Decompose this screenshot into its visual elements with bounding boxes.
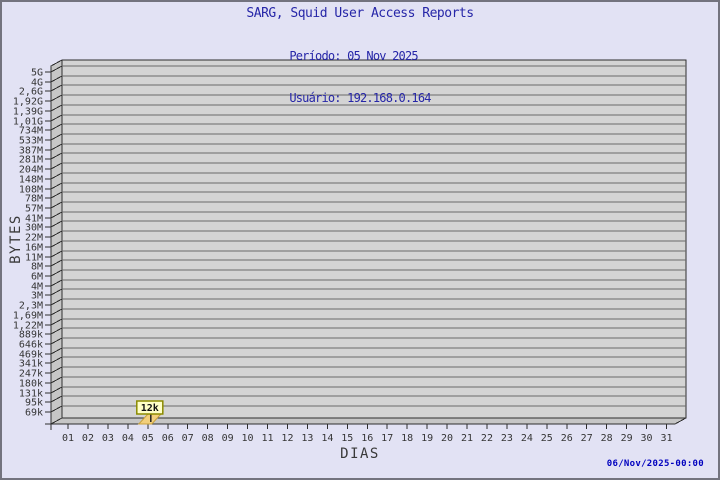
chart-subtitle-user: Usuário: 192.168.0.164 — [289, 91, 431, 105]
data-point-marker: 12k — [136, 400, 164, 425]
y-tick-label: 889k — [19, 330, 43, 341]
y-tick-label: 78M — [25, 194, 43, 205]
y-tick-label: 180k — [19, 379, 43, 390]
y-tick-label: 533M — [19, 136, 43, 147]
y-tick-label: 30M — [25, 223, 43, 234]
y-tick-label: 3M — [31, 291, 43, 302]
y-tick-label: 281M — [19, 155, 43, 166]
x-tick-label: 19 — [421, 433, 433, 444]
x-tick-label: 01 — [62, 433, 74, 444]
x-tick-label: 13 — [301, 433, 313, 444]
x-tick-label: 30 — [641, 433, 653, 444]
y-tick-label: 1,69M — [13, 311, 43, 322]
chart-subtitle-period: Período: 05 Nov 2025 — [289, 49, 418, 63]
y-axis-ticks: 5G4G2,6G1,92G1,39G1,01G734M533M387M281M2… — [13, 68, 43, 419]
y-tick-label: 22M — [25, 233, 43, 244]
y-tick-label: 6M — [31, 272, 43, 283]
y-tick-label: 247k — [19, 369, 43, 380]
chart-subtitle-wrap: Período: 05 Nov 2025 Usuário: 192.168.0.… — [2, 21, 718, 134]
y-tick-label: 57M — [25, 204, 43, 215]
y-tick-label: 469k — [19, 350, 43, 361]
y-tick-label: 4G — [31, 78, 43, 89]
y-tick-label: 11M — [25, 253, 43, 264]
plot-face — [61, 59, 687, 419]
x-tick-label: 26 — [561, 433, 573, 444]
x-tick-label: 05 — [142, 433, 154, 444]
y-tick-label: 2,3M — [19, 301, 43, 312]
x-tick-label: 15 — [341, 433, 353, 444]
report-timestamp: 06/Nov/2025-00:00 — [606, 459, 704, 469]
x-tick-label: 14 — [321, 433, 333, 444]
y-tick-label: 131k — [19, 389, 43, 400]
x-tick-label: 22 — [481, 433, 493, 444]
y-tick-label: 1,92G — [13, 97, 43, 108]
x-tick-label: 12 — [281, 433, 293, 444]
y-tick-label: 387M — [19, 146, 43, 157]
y-gridlines — [45, 65, 686, 430]
y-tick-label: 2,6G — [19, 87, 43, 98]
x-axis-title: DIAS — [340, 446, 380, 462]
chart-subtitle-block: Período: 05 Nov 2025 Usuário: 192.168.0.… — [289, 21, 431, 133]
x-tick-label: 02 — [82, 433, 94, 444]
y-tick-label: 341k — [19, 359, 43, 370]
y-tick-label: 8M — [31, 262, 43, 273]
x-tick-label: 18 — [401, 433, 413, 444]
y-tick-label: 1,39G — [13, 107, 43, 118]
y-tick-label: 69k — [25, 408, 43, 419]
y-tick-label: 95k — [25, 398, 43, 409]
x-tick-label: 10 — [242, 433, 254, 444]
x-tick-label: 29 — [621, 433, 633, 444]
y-tick-label: 148M — [19, 175, 43, 186]
value-flag-label: 12k — [141, 403, 159, 414]
y-tick-label: 16M — [25, 243, 43, 254]
y-tick-label: 5G — [31, 68, 43, 79]
x-tick-label: 16 — [361, 433, 373, 444]
x-tick-label: 03 — [102, 433, 114, 444]
x-tick-label: 07 — [182, 433, 194, 444]
x-tick-label: 06 — [162, 433, 174, 444]
x-tick-label: 31 — [660, 433, 672, 444]
y-tick-label: 646k — [19, 340, 43, 351]
y-tick-label: 1,22M — [13, 321, 43, 332]
x-tick-label: 11 — [261, 433, 273, 444]
x-axis-ticks: 01 02 03 04 05 06 07 08 09 10 11 12 13 14 15 16 17 18 19 20… — [62, 424, 673, 444]
x-tick-label: 09 — [222, 433, 234, 444]
x-tick-label: 23 — [501, 433, 513, 444]
x-tick-label: 17 — [381, 433, 393, 444]
x-tick-label: 24 — [521, 433, 533, 444]
y-axis-title: BYTES — [8, 214, 24, 264]
x-tick-label: 08 — [202, 433, 214, 444]
x-tick-label: 20 — [441, 433, 453, 444]
x-tick-label: 21 — [461, 433, 473, 444]
x-tick-label: 28 — [601, 433, 613, 444]
x-tick-label: 25 — [541, 433, 553, 444]
y-tick-label: 1,01G — [13, 117, 43, 128]
y-tick-label: 204M — [19, 165, 43, 176]
y-tick-label: 41M — [25, 214, 43, 225]
x-tick-label: 04 — [122, 433, 134, 444]
y-tick-label: 108M — [19, 185, 43, 196]
chart-title: SARG, Squid User Access Reports — [246, 6, 474, 21]
x-tick-label: 27 — [581, 433, 593, 444]
value-flag — [136, 400, 164, 415]
y-tick-label: 734M — [19, 126, 43, 137]
y-tick-label: 4M — [31, 282, 43, 293]
